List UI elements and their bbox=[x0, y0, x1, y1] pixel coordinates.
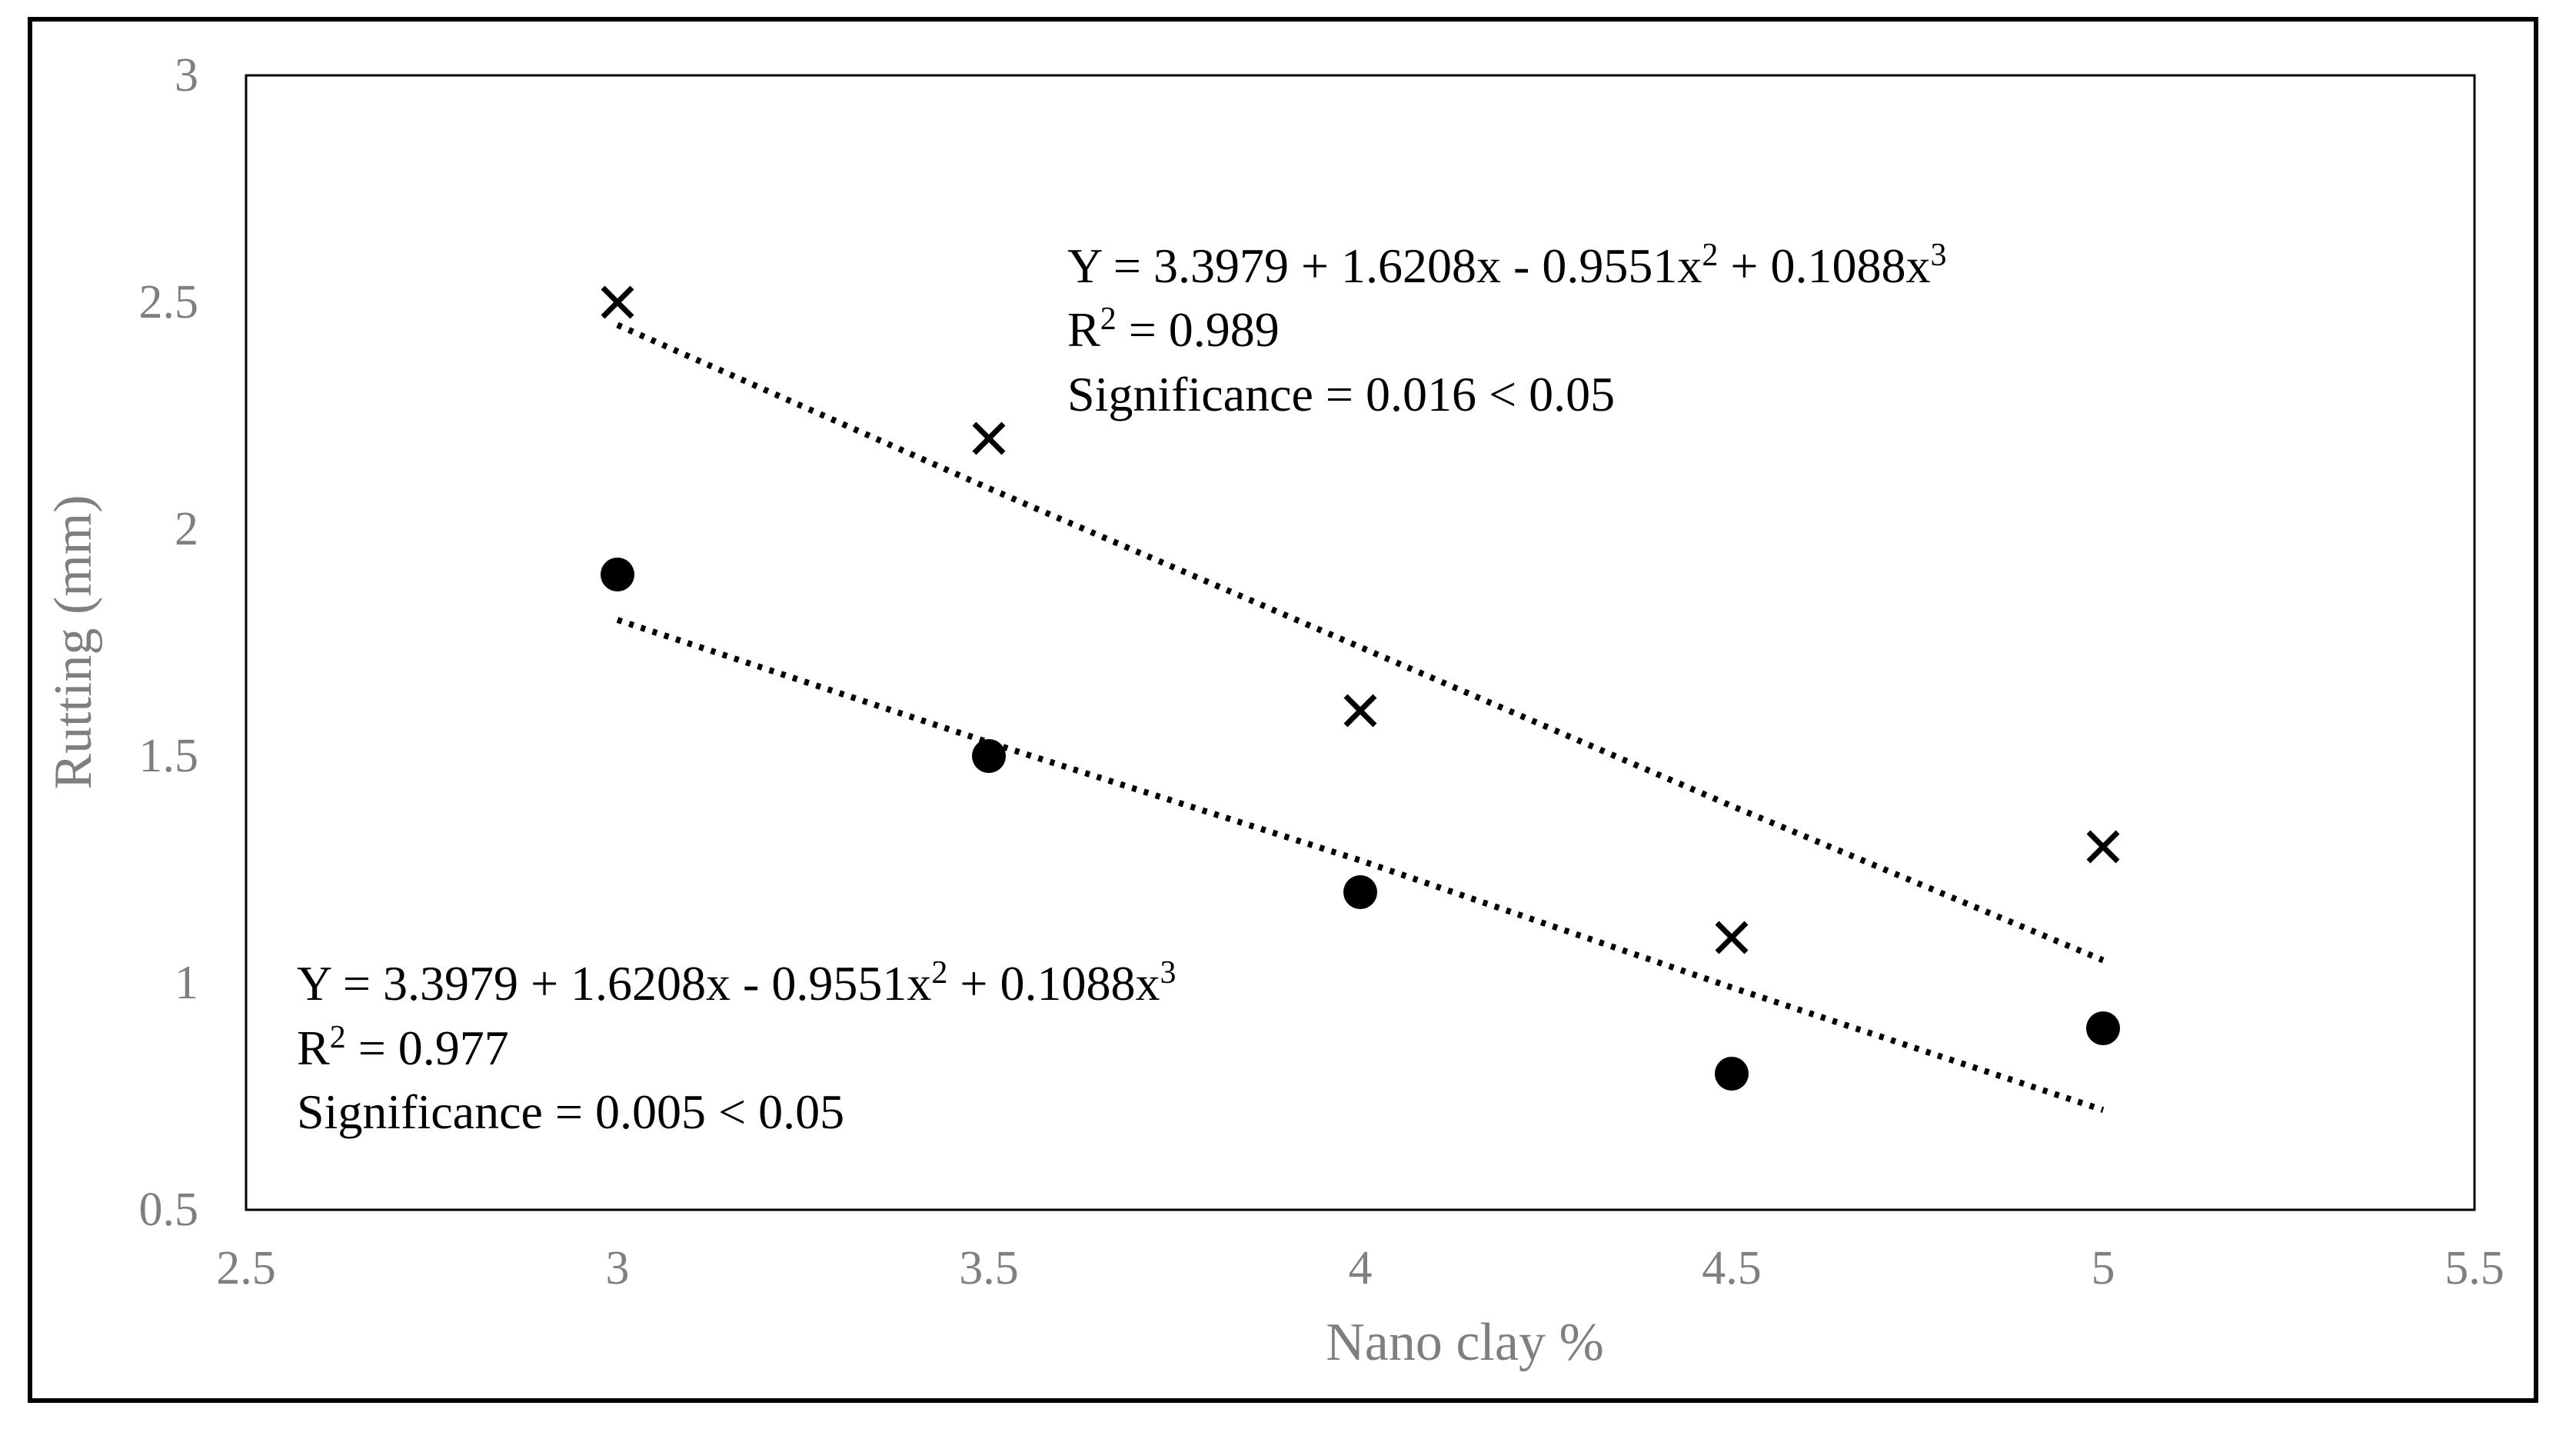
circle-marker-point bbox=[1343, 875, 1377, 909]
upper-trend-annotation: Y = 3.3979 + 1.6208x - 0.9551x2 + 0.1088… bbox=[1067, 238, 1946, 421]
x-tick-label: 5 bbox=[2092, 1242, 2115, 1294]
y-tick-label: 2 bbox=[175, 503, 198, 555]
data-markers bbox=[601, 285, 2120, 1091]
circle-marker-point bbox=[2086, 1011, 2120, 1045]
x-tick-label: 2.5 bbox=[216, 1242, 276, 1294]
y-axis-title: Rutting (mm) bbox=[44, 495, 103, 789]
lower-equation: Y = 3.3979 + 1.6208x - 0.9551x2 + 0.1088… bbox=[297, 955, 1176, 1011]
x-tick-label: 4.5 bbox=[1702, 1242, 1762, 1294]
x-axis-title: Nano clay % bbox=[1326, 1313, 1604, 1372]
x-marker-point bbox=[972, 421, 1006, 455]
y-tick-label: 0.5 bbox=[139, 1184, 199, 1236]
upper-equation: Y = 3.3979 + 1.6208x - 0.9551x2 + 0.1088… bbox=[1067, 238, 1946, 293]
lower-r-squared: R2 = 0.977 bbox=[297, 1020, 509, 1075]
trendline-series-1 bbox=[616, 617, 2105, 1113]
circle-marker-point bbox=[972, 739, 1006, 773]
trendlines bbox=[616, 321, 2105, 1113]
x-tick-label: 3 bbox=[606, 1242, 630, 1294]
plot-area bbox=[245, 74, 2476, 1211]
x-marker-point bbox=[601, 285, 634, 319]
y-tick-label: 1.5 bbox=[139, 730, 199, 782]
lower-significance: Significance = 0.005 < 0.05 bbox=[297, 1084, 844, 1139]
y-tick-label: 3 bbox=[175, 49, 198, 102]
x-tick-label: 5.5 bbox=[2445, 1242, 2504, 1294]
chart-frame bbox=[28, 17, 2538, 1403]
upper-r-squared: R2 = 0.989 bbox=[1067, 301, 1280, 357]
circle-marker-point bbox=[1715, 1057, 1749, 1091]
x-marker-point bbox=[1715, 921, 1749, 954]
circle-marker-point bbox=[601, 558, 634, 591]
y-tick-label: 1 bbox=[175, 957, 198, 1009]
lower-trend-annotation: Y = 3.3979 + 1.6208x - 0.9551x2 + 0.1088… bbox=[297, 955, 1176, 1139]
x-axis-ticks: 2.5 3 3.5 4 4.5 5 5.5 bbox=[216, 1242, 2504, 1294]
x-tick-label: 4 bbox=[1349, 1242, 1373, 1294]
y-tick-label: 2.5 bbox=[139, 276, 199, 328]
y-axis-ticks: 0.5 1 1.5 2 2.5 3 bbox=[139, 49, 199, 1236]
x-marker-point bbox=[2086, 830, 2120, 864]
x-marker-point bbox=[1343, 694, 1377, 728]
upper-significance: Significance = 0.016 < 0.05 bbox=[1067, 367, 1615, 421]
x-tick-label: 3.5 bbox=[959, 1242, 1019, 1294]
